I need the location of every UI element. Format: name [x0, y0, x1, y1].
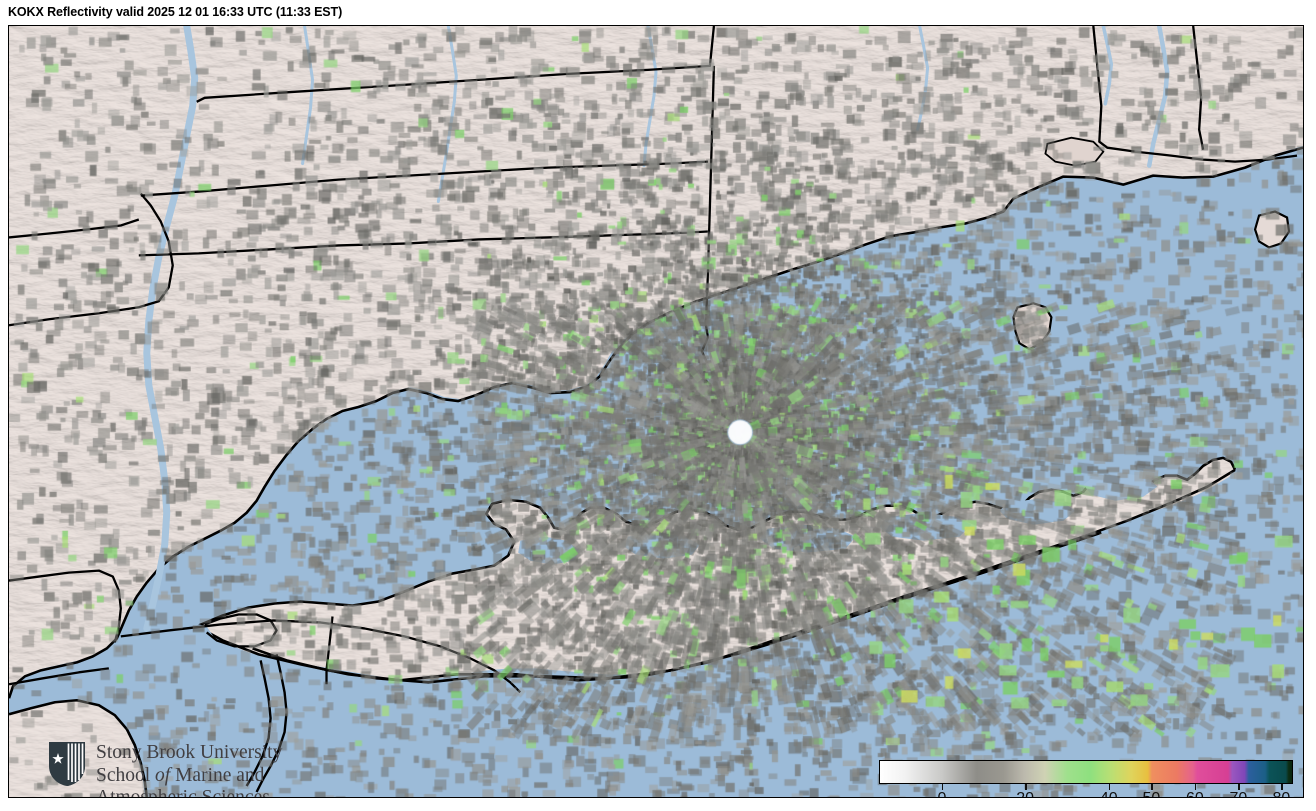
- colorbar-tick: [1025, 784, 1027, 790]
- colorbar-tick-label: 80: [1273, 790, 1291, 797]
- stony-brook-logo: Stony Brook University School of Marine …: [47, 740, 283, 798]
- colorbar-tick: [1151, 784, 1153, 790]
- shield-icon: [49, 742, 85, 786]
- map-panel[interactable]: Stony Brook University School of Marine …: [8, 25, 1304, 798]
- colorbar-tick: [1108, 784, 1111, 790]
- colorbar-tick: [941, 784, 944, 790]
- logo-line-3: Atmospheric Sciences: [96, 787, 270, 798]
- colorbar-tick-label: 60: [1186, 790, 1204, 797]
- colorbar-tick: [1194, 784, 1197, 790]
- colorbar-tick-label: 70: [1229, 790, 1247, 797]
- radar-echo-layer: [9, 26, 1303, 797]
- logo-line-1: Stony Brook University: [96, 742, 283, 763]
- logo-line-2: School of Marine and: [96, 765, 282, 788]
- colorbar-tick-label: 20: [1016, 790, 1034, 797]
- logo-text: Stony Brook University School of Marine …: [96, 740, 283, 798]
- page-title: KOKX Reflectivity valid 2025 12 01 16:33…: [8, 5, 343, 19]
- logo-line-2-post: Marine and: [170, 764, 265, 786]
- colorbar-gradient-frame: [879, 760, 1293, 784]
- colorbar-tick-label: 50: [1143, 790, 1161, 797]
- colorbar-labels: 0 20 40 50 60 70 80: [879, 790, 1293, 797]
- colorbar[interactable]: 0 20 40 50 60 70 80: [873, 754, 1298, 797]
- colorbar-tick-label: 0: [937, 790, 946, 797]
- map-clip: [9, 26, 1303, 797]
- colorbar-tick-label: 40: [1100, 790, 1118, 797]
- colorbar-gradient: [880, 761, 1292, 783]
- colorbar-ticks: [879, 784, 1293, 790]
- colorbar-tick: [1281, 784, 1283, 790]
- logo-line-2-italic: of: [155, 764, 171, 786]
- colorbar-tick: [1238, 784, 1240, 790]
- logo-line-2-pre: School: [96, 764, 156, 786]
